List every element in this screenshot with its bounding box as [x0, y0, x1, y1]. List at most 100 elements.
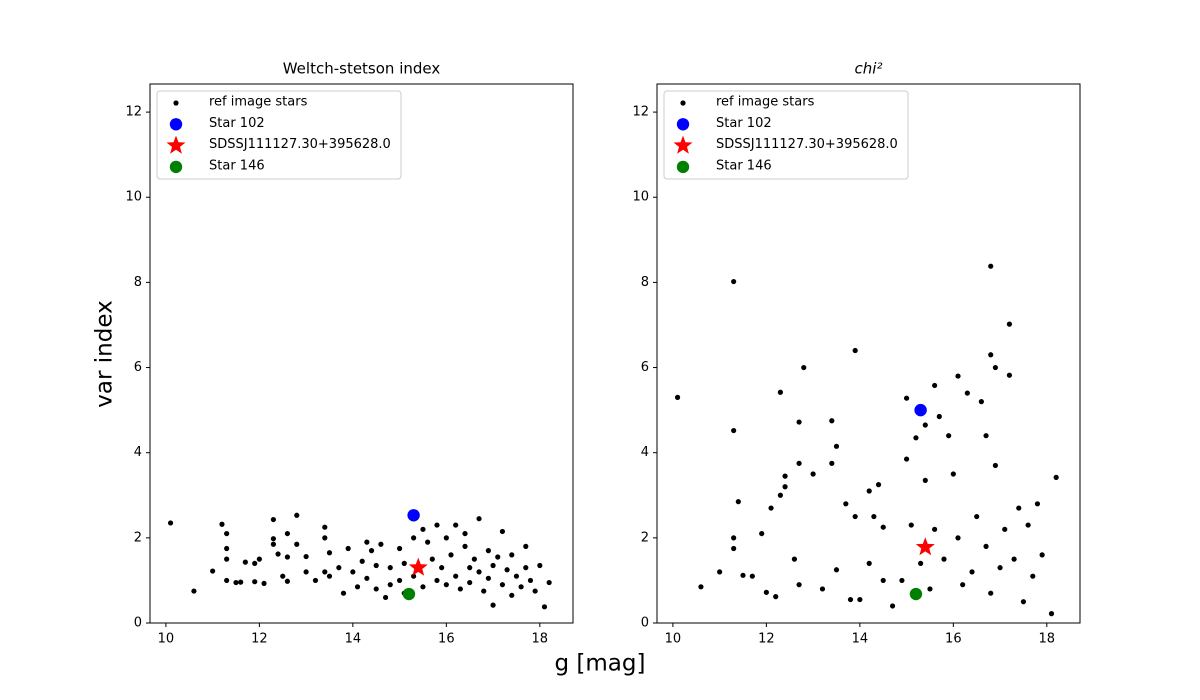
legend-marker	[169, 160, 183, 174]
point	[927, 586, 933, 592]
point	[425, 539, 431, 545]
point	[411, 535, 417, 541]
point	[1053, 474, 1059, 480]
point	[396, 545, 403, 552]
point	[983, 543, 989, 549]
point	[303, 553, 309, 560]
y-tick-label: 10	[632, 190, 649, 205]
point	[523, 543, 529, 549]
point	[294, 541, 300, 547]
y-tick-label: 2	[641, 530, 649, 545]
point	[777, 389, 783, 395]
point	[932, 526, 938, 532]
point	[476, 569, 482, 575]
point	[420, 584, 426, 590]
point	[294, 512, 300, 518]
x-tick-label: 10	[158, 632, 175, 647]
point	[224, 577, 230, 584]
point	[731, 278, 737, 285]
y-tick-label: 6	[641, 360, 649, 375]
point	[698, 584, 704, 590]
point	[731, 535, 737, 541]
point	[777, 492, 783, 498]
point	[481, 588, 487, 594]
point	[322, 569, 328, 575]
point	[983, 433, 989, 439]
point	[270, 541, 276, 547]
point	[731, 545, 737, 552]
y-tick-label: 4	[641, 445, 649, 460]
legend-box	[156, 90, 402, 180]
point	[532, 588, 538, 594]
legend-label: SDSSJ111127.30+395628.0	[209, 137, 391, 152]
point	[513, 573, 520, 579]
point	[275, 551, 281, 557]
point	[378, 541, 384, 547]
point	[495, 554, 501, 560]
point	[875, 482, 882, 488]
point	[364, 539, 370, 545]
point	[782, 484, 788, 490]
point	[401, 560, 407, 566]
point	[880, 524, 886, 530]
x-tick-label: 14	[345, 632, 362, 647]
point	[955, 373, 961, 379]
point	[541, 604, 548, 610]
point	[242, 559, 248, 565]
point	[1002, 526, 1008, 532]
point	[964, 390, 970, 396]
y-tick-label: 8	[134, 275, 142, 290]
y-tick-label: 4	[134, 445, 142, 460]
point	[946, 433, 952, 439]
point	[950, 471, 956, 477]
point	[238, 579, 244, 585]
point	[759, 530, 765, 537]
point	[490, 562, 496, 569]
y-tick-label: 12	[632, 105, 649, 120]
point	[847, 596, 854, 603]
point	[373, 562, 379, 569]
point	[340, 590, 347, 596]
x-tick-label: 14	[852, 632, 869, 647]
point	[1025, 522, 1031, 528]
point	[810, 471, 816, 477]
point	[322, 524, 328, 530]
circle-marker	[914, 403, 927, 417]
point	[903, 395, 910, 401]
point	[537, 562, 543, 569]
point	[462, 543, 468, 549]
point	[219, 521, 225, 527]
legend-marker	[676, 160, 690, 174]
y-tick-label: 10	[125, 190, 142, 205]
point	[527, 577, 534, 584]
point	[509, 552, 515, 558]
point	[889, 603, 896, 609]
star-marker	[408, 557, 428, 576]
point	[819, 586, 826, 592]
point	[499, 528, 506, 535]
point	[740, 572, 746, 578]
x-tick-label: 18	[532, 632, 549, 647]
y-tick-label: 0	[641, 616, 649, 631]
point	[453, 573, 459, 579]
legend-marker	[680, 100, 686, 106]
point	[1039, 552, 1045, 558]
point	[233, 579, 239, 586]
point	[439, 565, 445, 571]
point	[326, 550, 333, 556]
point	[387, 582, 393, 588]
x-tick-label: 16	[945, 632, 962, 647]
point	[336, 565, 342, 571]
point	[857, 596, 863, 603]
point	[457, 586, 463, 592]
point	[903, 456, 910, 462]
point	[509, 592, 515, 598]
point	[866, 488, 872, 494]
point	[167, 520, 174, 526]
point	[411, 573, 417, 579]
point	[749, 573, 755, 579]
point	[674, 394, 681, 400]
point	[1016, 505, 1022, 511]
point	[270, 516, 276, 523]
legend-label: SDSSJ111127.30+395628.0	[716, 137, 898, 152]
